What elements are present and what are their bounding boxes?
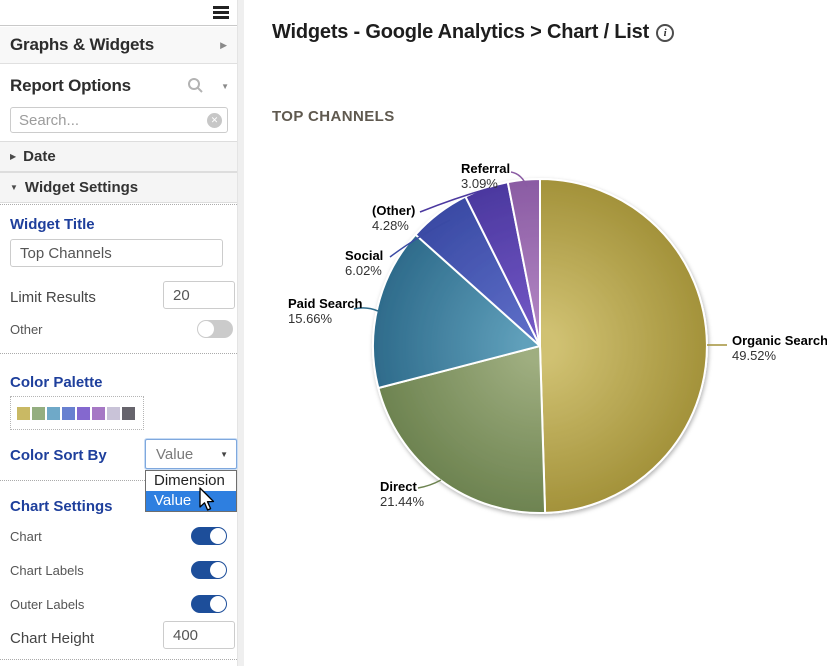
date-section-label: Date [23, 148, 56, 165]
page-title-text: Widgets - Google Analytics > Chart / Lis… [272, 21, 650, 43]
chevron-down-icon: ▼ [10, 183, 18, 192]
pie-leader-line [389, 219, 451, 258]
setting-row-chart: Chart [10, 527, 233, 545]
dropdown-option-dimension[interactable]: Dimension [154, 472, 225, 489]
chevron-down-icon: ▼ [220, 449, 228, 459]
limit-results-label: Limit Results [10, 289, 96, 306]
pie-label-name: Referral [461, 161, 511, 176]
widget-title-input[interactable] [10, 239, 223, 267]
chevron-right-icon: ▶ [10, 152, 17, 161]
pie-leader-line [419, 187, 491, 213]
pie-label-value: 15.66% [288, 311, 333, 326]
pie-slice-direct[interactable] [377, 345, 547, 514]
pie-label-value: 6.02% [345, 263, 382, 278]
pie-label-value: 21.44% [380, 494, 425, 509]
divider [0, 659, 237, 660]
search-input[interactable] [19, 109, 199, 131]
info-icon[interactable]: i [656, 23, 675, 42]
pie-label--other-: (Other) 4.28% [372, 203, 415, 233]
chart-heading: TOP CHANNELS [272, 108, 395, 125]
graphs-widgets-label: Graphs & Widgets [10, 35, 154, 54]
hamburger-menu-icon[interactable] [213, 6, 229, 20]
sidebar: Graphs & Widgets ▶ Report Options ▼ ✕ ▶ … [0, 0, 244, 666]
sidebar-scrollbar[interactable] [237, 0, 244, 666]
pie-slice-organic-search[interactable] [539, 178, 708, 514]
mouse-cursor [199, 487, 215, 511]
palette-swatch-5[interactable] [92, 406, 105, 420]
pie-label-name: Social [345, 248, 384, 263]
pie-label-name: Direct [380, 479, 417, 494]
color-sort-by-dropdown: Dimension Value [145, 470, 237, 512]
color-palette-picker[interactable] [10, 396, 144, 430]
color-palette-label: Color Palette [10, 374, 103, 391]
color-sort-by-select[interactable]: Value ▼ [145, 439, 237, 469]
palette-swatch-0[interactable] [17, 406, 30, 420]
pie-leader-line [353, 307, 379, 312]
pie-label-name: Paid Search [288, 296, 363, 311]
setting-label: Chart [10, 529, 42, 544]
divider [0, 204, 237, 205]
chart-settings-toggles: Chart Chart Labels Outer Labels [10, 527, 233, 629]
pie-label-referral: Referral 3.09% [461, 161, 510, 191]
chart-settings-label: Chart Settings [10, 498, 113, 515]
divider [0, 353, 237, 354]
chart-labels-toggle[interactable] [191, 561, 227, 579]
setting-label: Chart Labels [10, 563, 84, 578]
pie-label-value: 49.52% [732, 348, 777, 363]
color-sort-by-value: Value [156, 445, 194, 463]
search-box: ✕ [10, 107, 228, 133]
other-toggle[interactable] [197, 320, 233, 338]
palette-swatch-1[interactable] [32, 406, 45, 420]
pie-label-name: (Other) [372, 203, 416, 218]
pie-leader-line [510, 171, 528, 188]
other-label: Other [10, 322, 43, 337]
report-options-label: Report Options [10, 75, 131, 95]
chart-toggle[interactable] [191, 527, 227, 545]
widget-settings-section-header[interactable]: ▼ Widget Settings [0, 172, 237, 203]
clear-search-icon[interactable]: ✕ [207, 113, 222, 128]
dropdown-option-value[interactable]: Value [146, 491, 236, 511]
palette-swatch-3[interactable] [62, 406, 75, 420]
setting-row-outer-labels: Outer Labels [10, 595, 233, 613]
chart-height-input[interactable] [163, 621, 235, 649]
color-sort-by-label: Color Sort By [10, 447, 107, 464]
sidebar-topbar [0, 0, 237, 26]
pie-label-direct: Direct 21.44% [380, 479, 424, 509]
graphs-widgets-header[interactable]: Graphs & Widgets ▶ [0, 27, 237, 64]
pie-label-social: Social 6.02% [345, 248, 383, 278]
palette-swatch-7[interactable] [122, 406, 135, 420]
chevron-down-icon[interactable]: ▼ [221, 82, 229, 91]
search-icon[interactable] [187, 77, 204, 99]
page-title: Widgets - Google Analytics > Chart / Lis… [272, 21, 675, 44]
pie-label-paid-search: Paid Search 15.66% [288, 296, 362, 326]
pie-label-name: Organic Search [732, 333, 827, 348]
pie-label-value: 3.09% [461, 176, 498, 191]
limit-results-input[interactable] [163, 281, 235, 309]
palette-swatch-6[interactable] [107, 406, 120, 420]
widget-settings-section-label: Widget Settings [24, 179, 139, 196]
setting-row-chart-labels: Chart Labels [10, 561, 233, 579]
pie-leader-line [417, 479, 442, 489]
main-content: Widgets - Google Analytics > Chart / Lis… [244, 0, 827, 666]
divider [0, 480, 237, 481]
pie-chart: Organic Search 49.52% Direct 21.44% Paid Sea… [250, 130, 827, 666]
chart-height-label: Chart Height [10, 630, 95, 647]
setting-label: Outer Labels [10, 597, 85, 612]
pie-label-value: 4.28% [372, 218, 409, 233]
report-options-header[interactable]: Report Options ▼ [0, 64, 237, 107]
outer-labels-toggle[interactable] [191, 595, 227, 613]
palette-swatch-4[interactable] [77, 406, 90, 420]
widget-title-label: Widget Title [10, 216, 95, 233]
pie-label-organic-search: Organic Search 49.52% [732, 333, 827, 363]
chevron-right-icon: ▶ [220, 39, 227, 50]
palette-swatch-2[interactable] [47, 406, 60, 420]
date-section-header[interactable]: ▶ Date [0, 141, 237, 172]
